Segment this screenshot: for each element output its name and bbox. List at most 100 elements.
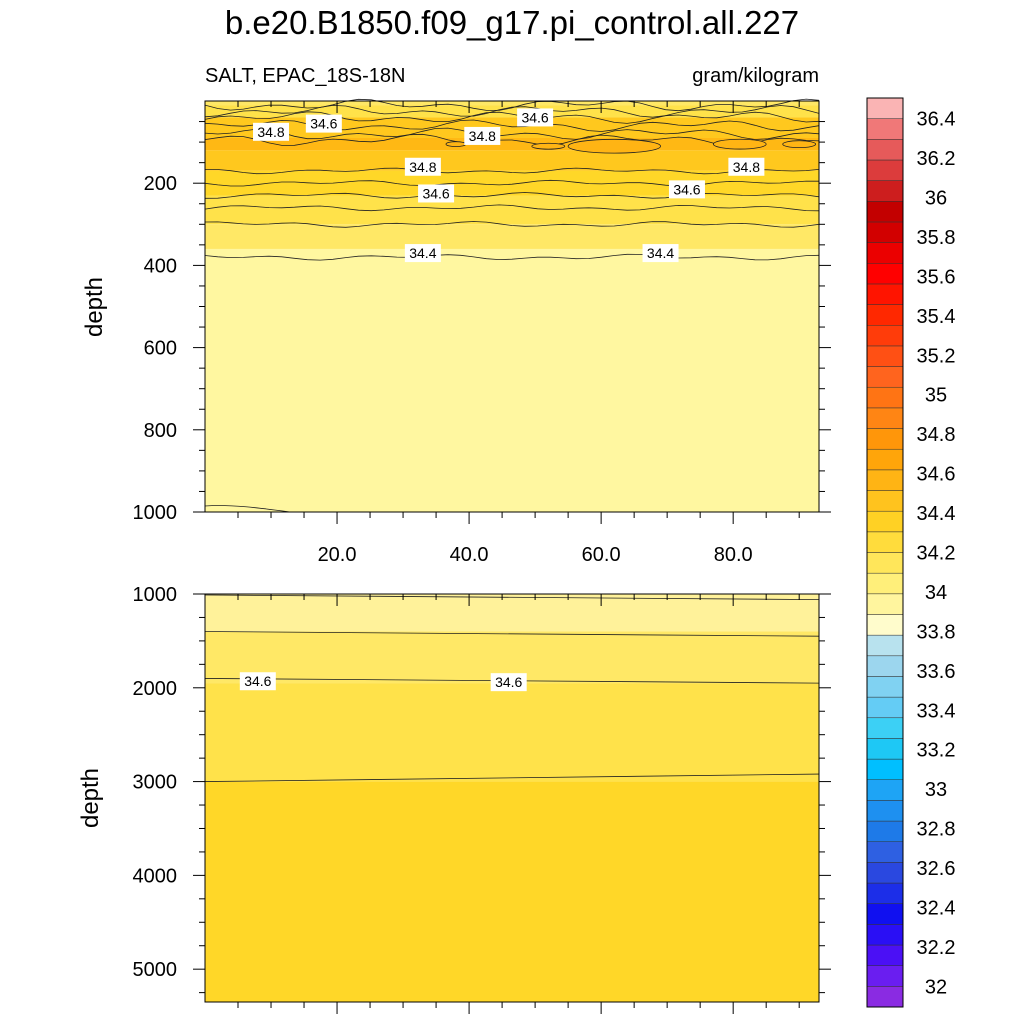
colorbar-label: 35.2 xyxy=(917,345,956,367)
colorbar-segment xyxy=(866,614,904,636)
salinity-max-contour xyxy=(445,141,467,148)
colorbar-segment xyxy=(866,325,904,347)
contour-line xyxy=(204,204,820,212)
contour-line xyxy=(204,631,820,637)
y-tick-label: 3000 xyxy=(133,772,178,794)
colorbar-segment xyxy=(866,510,904,533)
colorbar-label: 33.6 xyxy=(917,661,956,683)
colorbar-segment xyxy=(866,180,904,202)
colorbar-label: 33 xyxy=(925,779,947,801)
colorbar-segment xyxy=(866,428,904,450)
contour-label-box xyxy=(642,244,679,263)
colorbar-segment xyxy=(866,552,904,574)
x-tick-label: 60.0 xyxy=(582,544,621,566)
colorbar-segment xyxy=(866,965,904,987)
contour-label-box xyxy=(253,122,290,141)
contour-label-box xyxy=(418,184,455,203)
contour-label-box xyxy=(517,108,554,127)
contour-label-box xyxy=(404,244,441,263)
salinity-max-contour xyxy=(567,138,661,154)
colorbar-label: 33.2 xyxy=(917,740,956,762)
colorbar-segment xyxy=(866,593,904,615)
colorbar-segment xyxy=(866,903,904,925)
colorbar-segment xyxy=(866,696,904,719)
colorbar-label: 32 xyxy=(925,976,947,998)
colorbar-segment xyxy=(866,800,904,822)
colorbar-label: 34.8 xyxy=(917,424,956,446)
colorbar-label: 34 xyxy=(925,582,947,604)
colorbar-segment xyxy=(866,634,904,657)
contour-label: 34.4 xyxy=(647,245,674,261)
contour-label: 34.6 xyxy=(422,185,449,201)
contour-label-box xyxy=(305,114,342,133)
colorbar-segment xyxy=(866,738,904,760)
y-tick-label: 4000 xyxy=(133,865,178,887)
top-y-axis-label: depth xyxy=(81,277,108,337)
x-tick-label: 20.0 xyxy=(318,544,357,566)
y-tick-label: 1000 xyxy=(133,584,178,606)
bottom-panel: 34.6 34.6 1000 2000 3000 4000 5000 xyxy=(133,584,831,1014)
colorbar-segment xyxy=(866,469,904,491)
band-fill xyxy=(205,248,819,512)
bottom-y-axis-label: depth xyxy=(77,768,104,828)
colorbar-label: 36.4 xyxy=(917,109,956,131)
colorbar-label: 34.4 xyxy=(917,503,956,525)
y-tick-label: 400 xyxy=(144,255,177,277)
contour-label: 34.6 xyxy=(310,116,337,132)
y-tick-label: 1000 xyxy=(133,502,178,524)
colorbar-label: 32.2 xyxy=(917,937,956,959)
band-fill xyxy=(205,781,819,1002)
band-fill xyxy=(205,101,819,106)
colorbar-segment xyxy=(866,263,904,285)
colorbar-segment xyxy=(866,242,904,264)
colorbar-segment xyxy=(866,841,904,863)
contour-label: 34.8 xyxy=(469,128,496,144)
contour-line xyxy=(204,192,820,199)
colorbar-segment xyxy=(866,97,904,119)
colorbar-segment xyxy=(866,531,904,553)
band-fill xyxy=(205,195,819,225)
contour-line xyxy=(204,179,820,187)
colorbar-label: 34.2 xyxy=(917,543,956,565)
colorbar-segment xyxy=(866,386,904,409)
colorbar-label: 32.4 xyxy=(917,897,956,919)
band-fill xyxy=(205,224,819,249)
right-subtitle: gram/kilogram xyxy=(692,65,819,87)
colorbar-label: 36.2 xyxy=(917,148,956,170)
x-tick-label: 80.0 xyxy=(714,544,753,566)
contour-line xyxy=(204,98,820,112)
x-tick-label: 40.0 xyxy=(450,544,489,566)
colorbar-label: 35.8 xyxy=(917,227,956,249)
contour-label-box xyxy=(404,157,441,176)
y-tick-label: 600 xyxy=(144,338,177,360)
contour-label: 34.8 xyxy=(409,159,436,175)
colorbar-segment xyxy=(866,407,904,429)
band-fill xyxy=(205,117,819,138)
colorbar-segment xyxy=(866,366,904,388)
colorbar-label: 35.4 xyxy=(917,306,956,328)
left-subtitle: SALT, EPAC_18S-18N xyxy=(205,65,405,87)
contour-line xyxy=(204,773,820,782)
colorbar-segment xyxy=(866,924,904,946)
colorbar-segment xyxy=(866,118,904,140)
colorbar-label: 33.8 xyxy=(917,621,956,643)
colorbar-segment xyxy=(866,676,904,698)
y-tick-label: 200 xyxy=(144,173,177,195)
colorbar-segment xyxy=(866,882,904,904)
contour-line xyxy=(204,594,820,601)
y-tick-label: 800 xyxy=(144,420,177,442)
contour-label-box xyxy=(239,672,276,691)
colorbar-segment xyxy=(866,490,904,512)
contour-label: 34.8 xyxy=(733,159,760,175)
colorbar-label: 32.6 xyxy=(917,858,956,880)
chart-title: b.e20.B1850.f09_g17.pi_control.all.227 xyxy=(225,4,799,41)
contour-label: 34.6 xyxy=(244,673,271,689)
contour-line xyxy=(204,127,820,140)
band-fill xyxy=(205,105,819,118)
band-fill xyxy=(205,170,819,196)
colorbar-segment xyxy=(866,717,904,739)
contour-label-box xyxy=(490,673,527,692)
colorbar-segment xyxy=(866,304,904,326)
contour-label-box xyxy=(668,180,705,199)
bottom-plot-frame xyxy=(204,593,820,1003)
